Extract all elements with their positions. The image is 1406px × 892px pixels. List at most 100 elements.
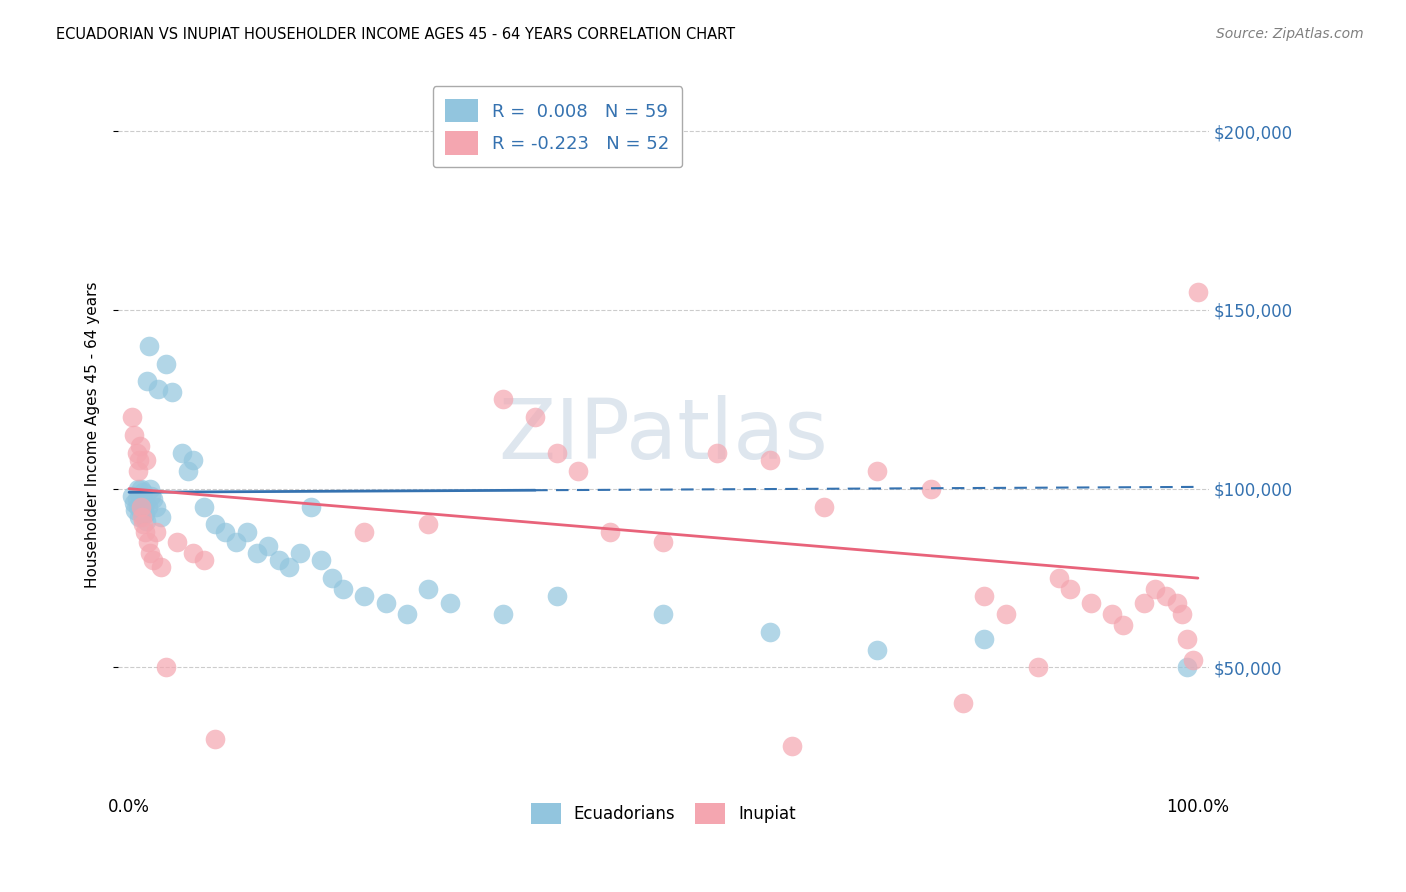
Point <box>813 500 835 514</box>
Point <box>278 560 301 574</box>
Text: Source: ZipAtlas.com: Source: ZipAtlas.com <box>1216 27 1364 41</box>
Point <box>257 539 280 553</box>
Point <box>866 642 889 657</box>
Point <box>129 482 152 496</box>
Point <box>652 535 675 549</box>
Point <box>1187 285 1209 299</box>
Point <box>121 410 143 425</box>
Point <box>1175 632 1198 646</box>
Point <box>395 607 418 621</box>
Point <box>131 510 153 524</box>
Point <box>267 553 290 567</box>
Point <box>214 524 236 539</box>
Point <box>706 446 728 460</box>
Point <box>128 439 150 453</box>
Point <box>1171 607 1194 621</box>
Point <box>131 507 153 521</box>
Point <box>131 500 153 514</box>
Point <box>920 482 942 496</box>
Legend: Ecuadorians, Inupiat: Ecuadorians, Inupiat <box>520 793 807 834</box>
Point <box>418 517 440 532</box>
Point <box>125 446 148 460</box>
Y-axis label: Householder Income Ages 45 - 64 years: Householder Income Ages 45 - 64 years <box>86 282 100 589</box>
Point <box>1101 607 1123 621</box>
Point <box>181 546 204 560</box>
Point <box>128 489 150 503</box>
Point <box>150 560 173 574</box>
Point <box>136 500 159 514</box>
Point <box>139 482 162 496</box>
Point <box>125 492 148 507</box>
Text: ECUADORIAN VS INUPIAT HOUSEHOLDER INCOME AGES 45 - 64 YEARS CORRELATION CHART: ECUADORIAN VS INUPIAT HOUSEHOLDER INCOME… <box>56 27 735 42</box>
Point <box>1175 660 1198 674</box>
Point <box>759 453 782 467</box>
Point <box>1080 596 1102 610</box>
Point <box>204 731 226 746</box>
Point <box>181 453 204 467</box>
Point <box>321 571 343 585</box>
Point <box>524 410 547 425</box>
Point <box>1154 589 1177 603</box>
Point <box>759 624 782 639</box>
Point <box>128 510 150 524</box>
Point <box>374 596 396 610</box>
Point <box>1181 653 1204 667</box>
Point <box>134 507 156 521</box>
Point <box>332 582 354 596</box>
Point <box>994 607 1017 621</box>
Point <box>439 596 461 610</box>
Point <box>129 500 152 514</box>
Point <box>418 582 440 596</box>
Point <box>866 464 889 478</box>
Point <box>299 500 322 514</box>
Point <box>134 496 156 510</box>
Point <box>139 546 162 560</box>
Point <box>141 489 163 503</box>
Point <box>311 553 333 567</box>
Point <box>1026 660 1049 674</box>
Point <box>121 489 143 503</box>
Point <box>124 428 146 442</box>
Point <box>546 589 568 603</box>
Point <box>127 500 149 514</box>
Point <box>135 514 157 528</box>
Point <box>546 446 568 460</box>
Point <box>155 660 177 674</box>
Point <box>225 535 247 549</box>
Point <box>132 503 155 517</box>
Point <box>1047 571 1070 585</box>
Point <box>567 464 589 478</box>
Point <box>1144 582 1167 596</box>
Point <box>138 338 160 352</box>
Point <box>599 524 621 539</box>
Point <box>127 482 149 496</box>
Point <box>155 357 177 371</box>
Point <box>353 589 375 603</box>
Point <box>652 607 675 621</box>
Point <box>204 517 226 532</box>
Point <box>132 485 155 500</box>
Point <box>129 492 152 507</box>
Point <box>132 517 155 532</box>
Point <box>145 524 167 539</box>
Point <box>124 503 146 517</box>
Point <box>193 553 215 567</box>
Point <box>1166 596 1188 610</box>
Point <box>246 546 269 560</box>
Point <box>166 535 188 549</box>
Point <box>492 607 515 621</box>
Point <box>1059 582 1081 596</box>
Point <box>353 524 375 539</box>
Point <box>973 632 995 646</box>
Point <box>288 546 311 560</box>
Point <box>146 382 169 396</box>
Point <box>135 453 157 467</box>
Point <box>127 464 149 478</box>
Point <box>142 492 165 507</box>
Point <box>128 496 150 510</box>
Point <box>124 496 146 510</box>
Point <box>780 739 803 754</box>
Point <box>136 375 159 389</box>
Point <box>177 464 200 478</box>
Point <box>1133 596 1156 610</box>
